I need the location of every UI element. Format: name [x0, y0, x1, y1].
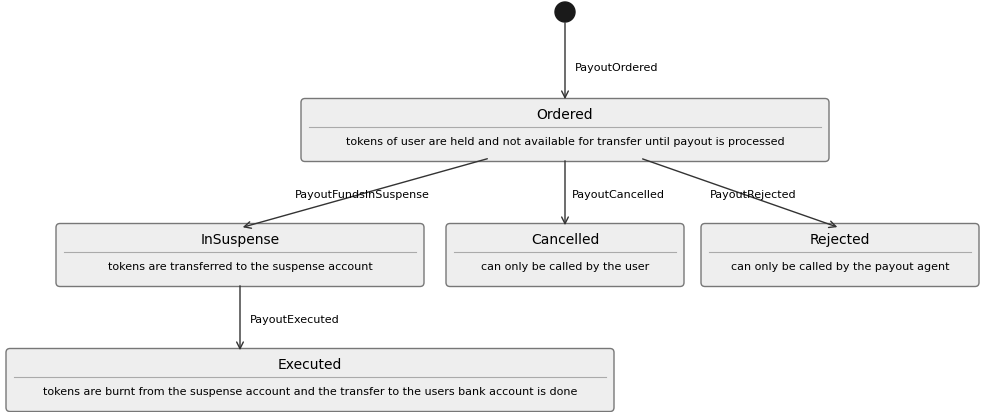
FancyBboxPatch shape: [701, 223, 979, 286]
Text: PayoutExecuted: PayoutExecuted: [250, 315, 340, 325]
Text: InSuspense: InSuspense: [200, 233, 279, 247]
Text: tokens of user are held and not available for transfer until payout is processed: tokens of user are held and not availabl…: [346, 137, 784, 147]
Text: PayoutCancelled: PayoutCancelled: [572, 190, 665, 200]
Text: Cancelled: Cancelled: [531, 233, 599, 247]
Text: can only be called by the payout agent: can only be called by the payout agent: [731, 262, 949, 272]
Text: Ordered: Ordered: [537, 108, 593, 122]
Text: PayoutOrdered: PayoutOrdered: [575, 63, 658, 73]
FancyBboxPatch shape: [56, 223, 424, 286]
Text: PayoutFundsInSuspense: PayoutFundsInSuspense: [295, 190, 430, 200]
FancyBboxPatch shape: [6, 349, 614, 412]
Text: Executed: Executed: [278, 358, 343, 372]
Ellipse shape: [555, 2, 575, 22]
Text: PayoutRejected: PayoutRejected: [710, 190, 797, 200]
Text: tokens are burnt from the suspense account and the transfer to the users bank ac: tokens are burnt from the suspense accou…: [43, 387, 577, 398]
Text: can only be called by the user: can only be called by the user: [481, 262, 649, 272]
Text: tokens are transferred to the suspense account: tokens are transferred to the suspense a…: [108, 262, 372, 272]
Text: Rejected: Rejected: [810, 233, 870, 247]
FancyBboxPatch shape: [301, 98, 829, 162]
FancyBboxPatch shape: [446, 223, 684, 286]
